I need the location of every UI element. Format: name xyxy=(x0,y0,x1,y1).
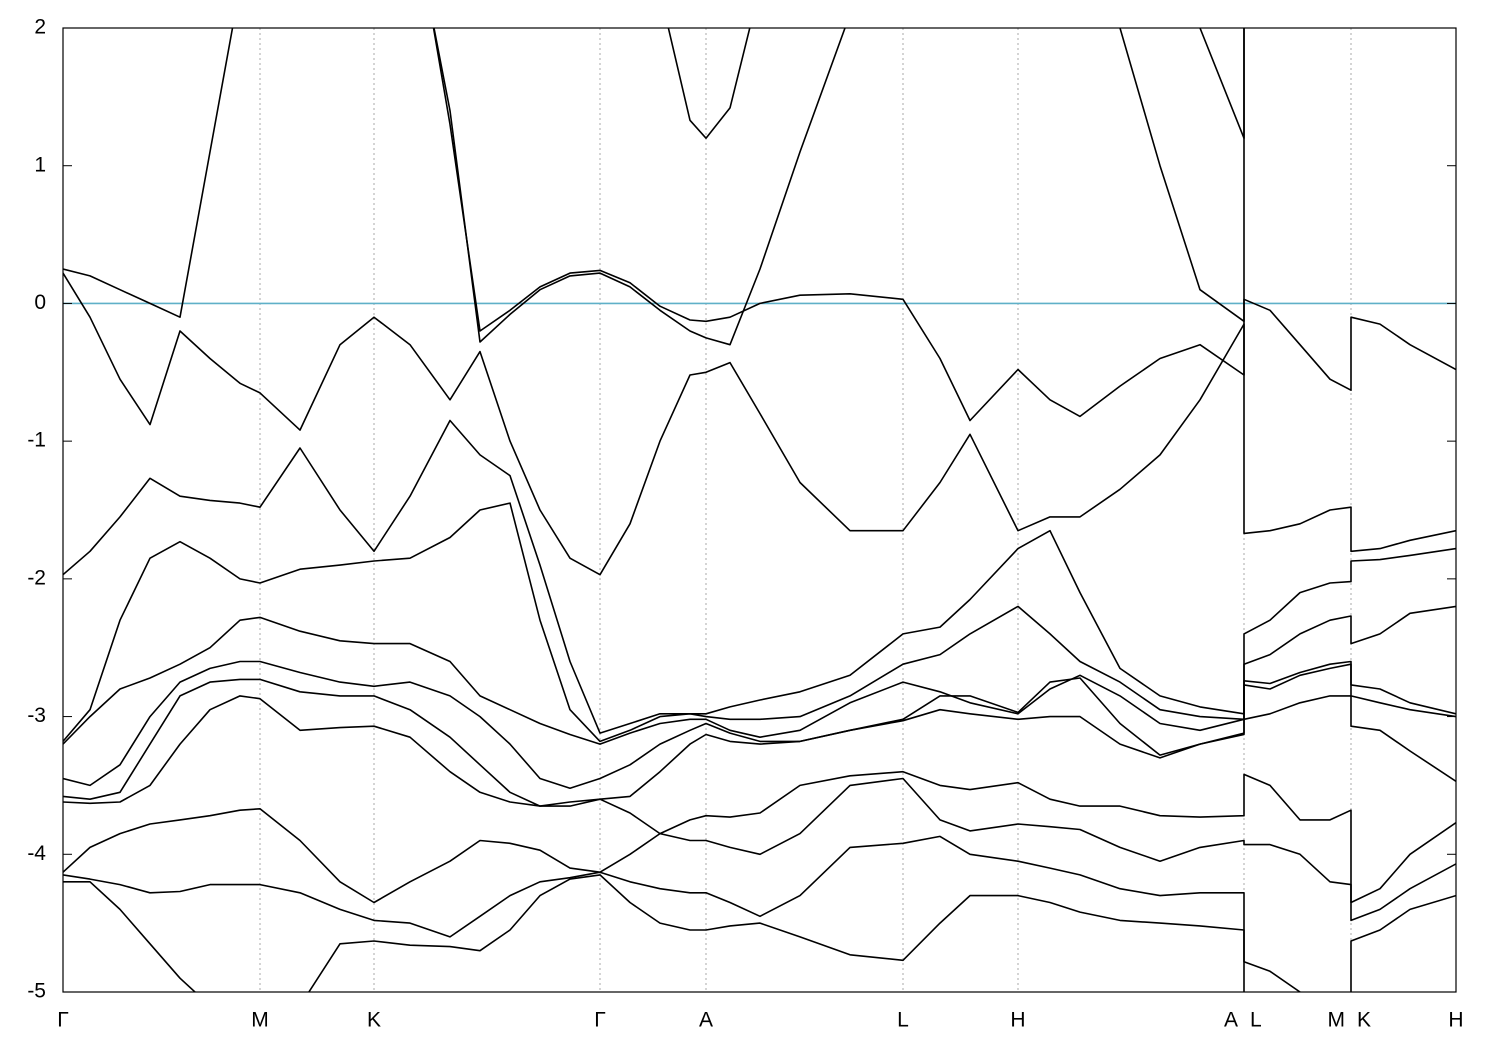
band-line xyxy=(63,777,1456,922)
x-tick-label: K xyxy=(367,1009,381,1032)
x-tick-label: L xyxy=(1250,1009,1262,1032)
x-tick-label: M xyxy=(1328,1009,1346,1032)
y-tick-label: -1 xyxy=(27,429,46,452)
band-line xyxy=(63,28,1456,422)
band-line xyxy=(667,28,1245,139)
band-line xyxy=(63,419,1456,734)
y-tick-label: -4 xyxy=(27,842,46,865)
band-line xyxy=(63,835,1456,992)
plot-frame xyxy=(62,27,1457,993)
x-tick-label: L xyxy=(897,1009,909,1032)
x-tick-label: Γ xyxy=(57,1009,69,1032)
y-tick-label: -2 xyxy=(27,566,46,589)
band-line xyxy=(433,28,1245,346)
band-line xyxy=(63,678,1456,807)
y-tick-label: -3 xyxy=(27,704,46,727)
x-tick-label: A xyxy=(699,1009,713,1032)
y-tick-label: 1 xyxy=(34,153,46,176)
x-tick-label: A xyxy=(1224,1009,1238,1032)
bands xyxy=(63,28,1456,992)
band-line xyxy=(63,874,1245,992)
x-tick-label: K xyxy=(1357,1009,1371,1032)
band-line xyxy=(63,272,1456,576)
x-tick-label: M xyxy=(251,1009,269,1032)
band-line xyxy=(63,502,1456,743)
x-tick-label: H xyxy=(1010,1009,1025,1032)
band-line xyxy=(63,695,1456,904)
x-tick-label: H xyxy=(1448,1009,1463,1032)
y-tick-label: 2 xyxy=(34,16,46,39)
band-line xyxy=(63,616,1456,745)
x-tick-label: Γ xyxy=(594,1009,606,1032)
y-tick-label: 0 xyxy=(34,291,46,314)
band-line xyxy=(63,660,1456,789)
y-tick-label: -5 xyxy=(27,980,46,1003)
